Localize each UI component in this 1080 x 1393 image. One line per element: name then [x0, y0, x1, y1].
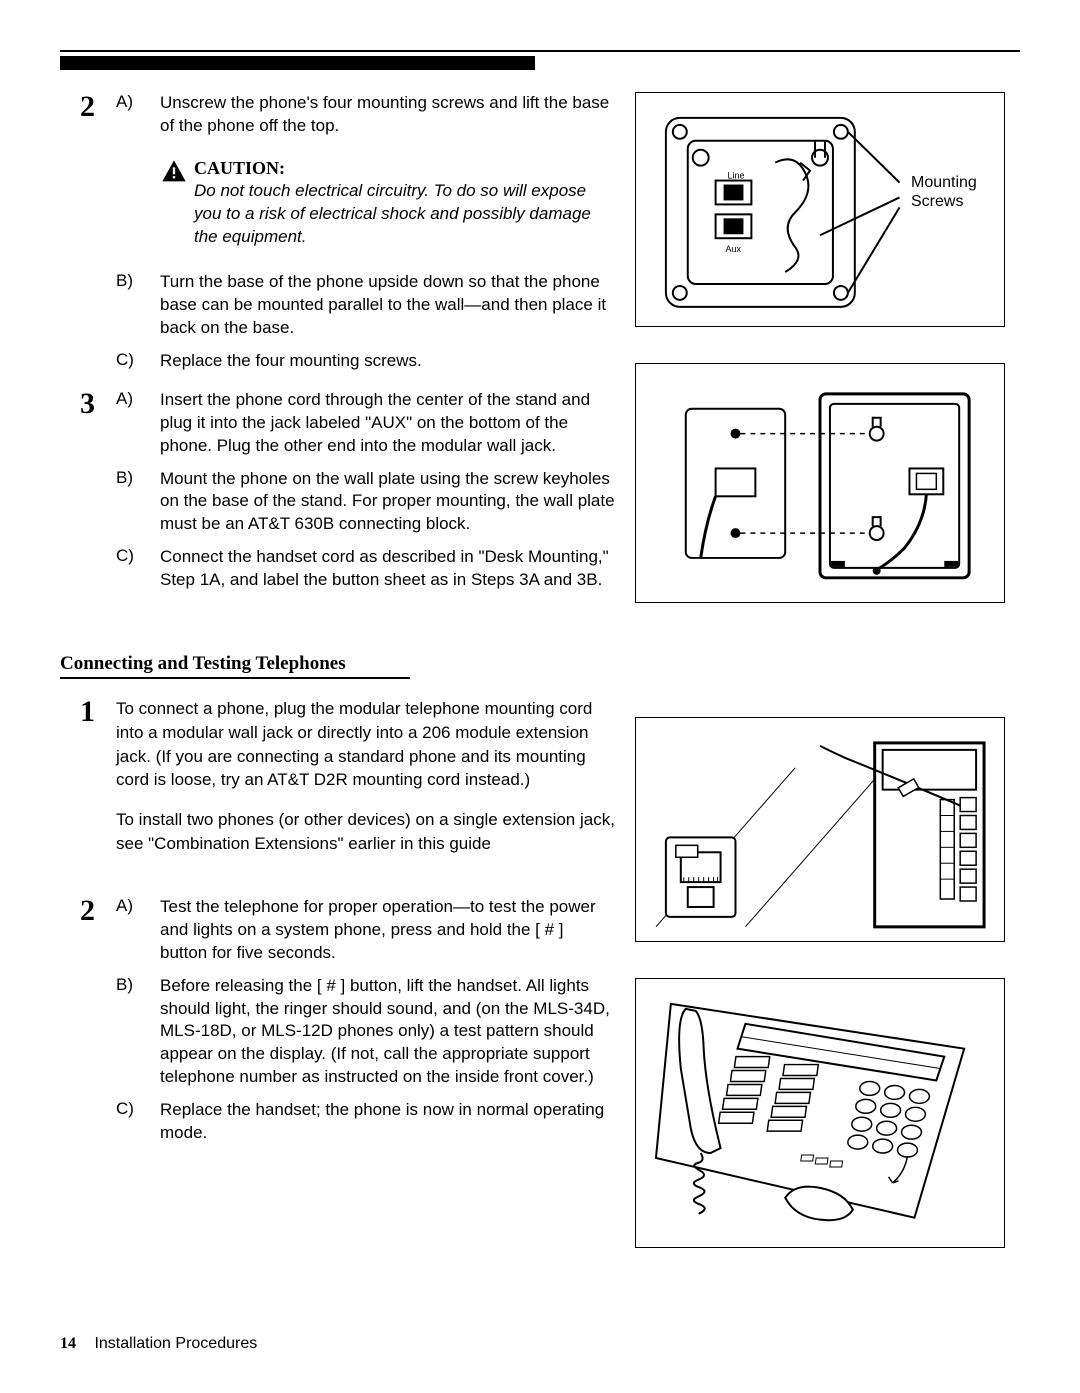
step-3b: B) Mount the phone on the wall plate usi… — [116, 468, 615, 537]
step-3-body: A) Insert the phone cord through the cen… — [116, 389, 615, 603]
step-3a: A) Insert the phone cord through the cen… — [116, 389, 615, 458]
conn-step-2-number: 2 — [60, 896, 116, 1155]
step-2a-text: Unscrew the phone's four mounting screws… — [160, 92, 615, 138]
step-3b-text: Mount the phone on the wall plate using … — [160, 468, 615, 537]
step-3a-text: Insert the phone cord through the center… — [160, 389, 615, 458]
step-2b: B) Turn the base of the phone upside dow… — [116, 271, 615, 340]
figure-system-phone-svg — [646, 989, 994, 1238]
figure-column-upper: Line Aux Mounting Screws — [635, 92, 1005, 639]
conn-step-1: 1 To connect a phone, plug the modular t… — [60, 697, 615, 890]
figure-module-jack — [635, 717, 1005, 942]
conn-step-2a-text: Test the telephone for proper operation—… — [160, 896, 615, 965]
conn-step-2a-letter: A) — [116, 896, 160, 965]
figure-system-phone — [635, 978, 1005, 1248]
section-title: Connecting and Testing Telephones — [60, 653, 1020, 675]
step-2a-letter: A) — [116, 92, 160, 138]
step-2: 2 A) Unscrew the phone's four mounting s… — [60, 92, 615, 383]
lower-content-row: 1 To connect a phone, plug the modular t… — [60, 697, 1020, 1284]
step-3c-letter: C) — [116, 546, 160, 592]
jack-line-label: Line — [728, 171, 745, 181]
mounting-screws-label: Mounting Screws — [911, 173, 977, 211]
step-2-number: 2 — [60, 92, 116, 383]
conn-step-1-p1: To connect a phone, plug the modular tel… — [116, 697, 615, 792]
conn-step-2b-text: Before releasing the [ # ] button, lift … — [160, 975, 615, 1090]
page-top-rule — [60, 50, 1020, 52]
conn-step-2c-text: Replace the handset; the phone is now in… — [160, 1099, 615, 1145]
conn-step-1-p2: To install two phones (or other devices)… — [116, 808, 615, 856]
page-top-thick-bar — [60, 56, 535, 70]
step-2c-text: Replace the four mounting screws. — [160, 350, 615, 373]
footer-label: Installation Procedures — [94, 1335, 257, 1352]
step-3c: C) Connect the handset cord as described… — [116, 546, 615, 592]
step-2b-letter: B) — [116, 271, 160, 340]
conn-step-2: 2 A) Test the telephone for proper opera… — [60, 896, 615, 1155]
page-number: 14 — [60, 1335, 76, 1352]
caution-label: CAUTION: — [194, 156, 615, 180]
section-rule — [60, 677, 410, 679]
figure-module-jack-svg — [646, 728, 994, 932]
step-2c: C) Replace the four mounting screws. — [116, 350, 615, 373]
upper-content-row: 2 A) Unscrew the phone's four mounting s… — [60, 92, 1020, 639]
figure-column-lower — [635, 697, 1005, 1284]
text-column-lower: 1 To connect a phone, plug the modular t… — [60, 697, 615, 1284]
caution-text: CAUTION: Do not touch electrical circuit… — [194, 156, 615, 249]
conn-step-2b-letter: B) — [116, 975, 160, 1090]
conn-step-2b: B) Before releasing the [ # ] button, li… — [116, 975, 615, 1090]
conn-step-2a: A) Test the telephone for proper operati… — [116, 896, 615, 965]
figure-wall-mount — [635, 363, 1005, 603]
figure-phone-base: Line Aux Mounting Screws — [635, 92, 1005, 327]
step-2b-text: Turn the base of the phone upside down s… — [160, 271, 615, 340]
caution-block-wrap: CAUTION: Do not touch electrical circuit… — [116, 148, 615, 261]
step-3a-letter: A) — [116, 389, 160, 458]
text-column: 2 A) Unscrew the phone's four mounting s… — [60, 92, 615, 639]
step-2c-letter: C) — [116, 350, 160, 373]
step-3c-text: Connect the handset cord as described in… — [160, 546, 615, 592]
step-2-body: A) Unscrew the phone's four mounting scr… — [116, 92, 615, 383]
jack-aux-label: Aux — [726, 244, 742, 254]
step-2a: A) Unscrew the phone's four mounting scr… — [116, 92, 615, 138]
caution-block: CAUTION: Do not touch electrical circuit… — [160, 156, 615, 249]
figure-wall-mount-svg — [646, 374, 994, 593]
conn-step-2c-letter: C) — [116, 1099, 160, 1145]
conn-step-2-body: A) Test the telephone for proper operati… — [116, 896, 615, 1155]
step-3: 3 A) Insert the phone cord through the c… — [60, 389, 615, 603]
conn-step-1-body: To connect a phone, plug the modular tel… — [116, 697, 615, 890]
conn-step-2c: C) Replace the handset; the phone is now… — [116, 1099, 615, 1145]
step-3b-letter: B) — [116, 468, 160, 537]
caution-icon — [160, 156, 194, 249]
conn-step-1-number: 1 — [60, 697, 116, 890]
caution-body: Do not touch electrical circuitry. To do… — [194, 180, 615, 249]
page-footer: 14 Installation Procedures — [60, 1335, 257, 1353]
step-3-number: 3 — [60, 389, 116, 603]
